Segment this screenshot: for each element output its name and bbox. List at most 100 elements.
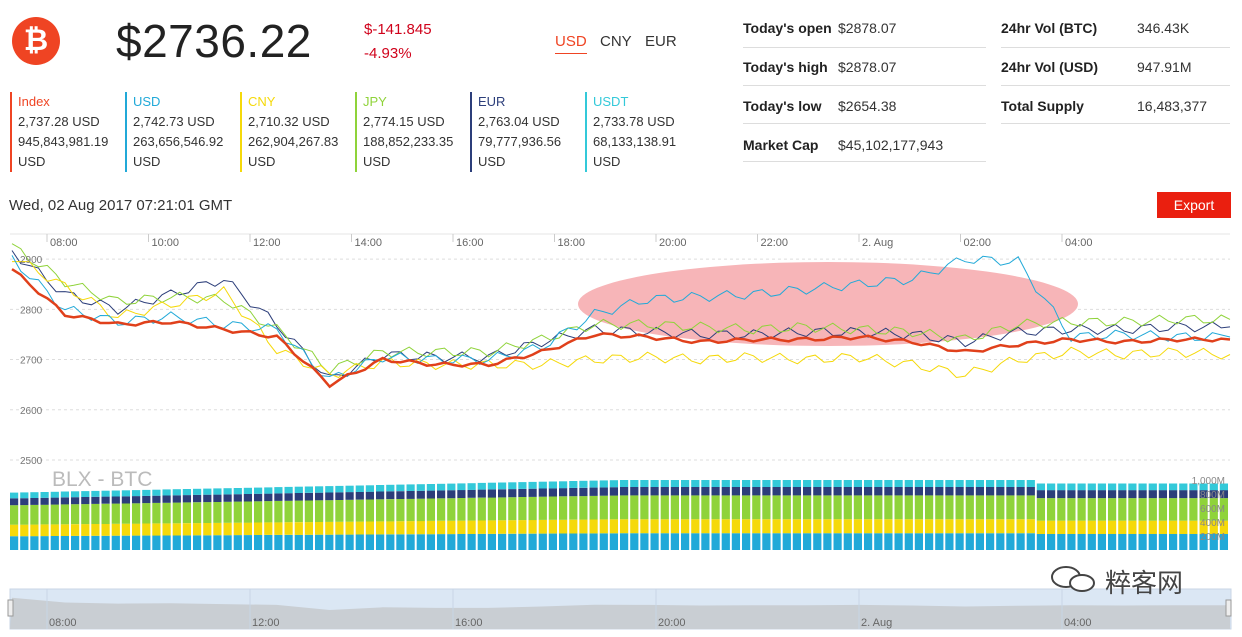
volume-bar — [243, 494, 252, 502]
volume-bar — [792, 480, 801, 487]
volume-bar — [50, 491, 59, 498]
volume-bar — [813, 487, 822, 496]
volume-bar — [406, 521, 415, 535]
volume-bar — [792, 487, 801, 496]
price-change-abs: $-141.845 — [364, 21, 432, 38]
volume-bar — [101, 496, 110, 504]
currency-usd-tab[interactable]: USD — [555, 33, 587, 54]
volume-bar — [132, 503, 141, 524]
stat-label: Today's high — [743, 59, 828, 75]
volume-bar — [223, 501, 232, 523]
volume-bar — [762, 495, 771, 520]
volume-bar — [752, 480, 761, 487]
volume-bar — [91, 503, 100, 524]
volume-bar — [416, 534, 425, 550]
volume-bar — [477, 489, 486, 498]
volume-bar — [589, 480, 598, 488]
volume-bar — [1118, 520, 1127, 534]
volume-bar — [620, 519, 629, 534]
volume-bar — [487, 520, 496, 534]
volume-bar — [40, 536, 49, 550]
volume-bar — [1118, 534, 1127, 550]
volume-bar — [1179, 490, 1188, 499]
volume-bar — [599, 480, 608, 488]
volume-bar — [264, 487, 273, 494]
volume-bar — [782, 519, 791, 534]
volume-bar — [345, 499, 354, 522]
volume-bar — [1047, 483, 1056, 491]
volume-bar — [650, 487, 659, 496]
volume-bar — [823, 533, 832, 550]
volume-bar — [81, 535, 90, 550]
export-button[interactable]: Export — [1157, 192, 1231, 218]
volume-bar — [477, 520, 486, 534]
x-tick-label: 08:00 — [50, 237, 78, 249]
volume-bar — [1047, 520, 1056, 534]
volume-bar — [660, 533, 669, 550]
volume-bar — [1158, 490, 1167, 499]
volume-bar — [264, 493, 273, 502]
volume-bar — [996, 533, 1005, 550]
volume-bar — [223, 522, 232, 536]
volume-bar — [609, 519, 618, 534]
volume-bar — [1138, 498, 1147, 521]
volume-bar — [142, 535, 151, 550]
volume-bar — [437, 520, 446, 535]
currency-cny-tab[interactable]: CNY — [600, 33, 632, 50]
navigator-tick-label: 20:00 — [658, 617, 686, 629]
volume-bar — [914, 533, 923, 550]
volume-bar — [914, 487, 923, 496]
volume-bar — [142, 523, 151, 536]
stat-value: $2878.07 — [838, 59, 897, 75]
volume-bar — [81, 497, 90, 505]
chart-grid — [10, 233, 1230, 461]
volume-bar — [965, 495, 974, 520]
volume-bar — [365, 521, 374, 535]
stat-label: Today's open — [743, 20, 832, 36]
exchange-cny: CNY 2,710.32 USD 262,904,267.83 USD — [240, 92, 356, 172]
volume-bar — [213, 535, 222, 550]
volume-bar — [843, 480, 852, 487]
volume-bar — [30, 536, 39, 550]
volume-bar — [874, 495, 883, 520]
volume-bar — [91, 490, 100, 497]
price-chart[interactable]: BLX - BTC 08:00 10:00 12:00 14:00 16:00 18:00… — [0, 228, 1242, 637]
volume-bar — [670, 480, 679, 487]
currency-eur-tab[interactable]: EUR — [645, 33, 677, 50]
volume-bar — [91, 496, 100, 504]
volume-bar — [60, 524, 69, 536]
volume-bar — [1087, 534, 1096, 550]
volume-bar — [975, 533, 984, 550]
volume-bar — [670, 487, 679, 496]
x-tick-label: 2. Aug — [862, 237, 893, 249]
exchange-unit: USD — [18, 154, 46, 169]
volume-bar — [376, 499, 385, 522]
y-tick-label: 2500 — [20, 456, 43, 467]
volume-bar — [315, 522, 324, 535]
volume-bar — [111, 523, 120, 536]
volume-bar — [10, 505, 19, 525]
volume-bar — [731, 519, 740, 534]
navigator-tick-label: 12:00 — [252, 617, 280, 629]
volume-bar — [1108, 483, 1117, 491]
chart-lines — [11, 243, 1231, 389]
volume-bar — [650, 533, 659, 550]
stat-row: Market Cap $45,102,177,943 — [743, 124, 986, 162]
volume-bar — [508, 520, 517, 534]
volume-bar — [975, 519, 984, 534]
volume-bar — [772, 487, 781, 496]
volume-bar — [782, 487, 791, 496]
volume-bar — [386, 534, 395, 550]
volume-bar — [853, 519, 862, 534]
volume-bar — [752, 487, 761, 496]
volume-bar — [742, 519, 751, 534]
volume-bar — [762, 533, 771, 550]
volume-bar — [498, 489, 507, 498]
volume-bar — [284, 534, 293, 550]
volume-bar — [406, 491, 415, 499]
exchange-volume: 945,843,981.19 — [18, 134, 109, 149]
exchange-name: USD — [133, 94, 161, 109]
exchange-unit: USD — [248, 154, 276, 169]
volume-bar — [386, 499, 395, 522]
volume-bar — [335, 500, 344, 522]
